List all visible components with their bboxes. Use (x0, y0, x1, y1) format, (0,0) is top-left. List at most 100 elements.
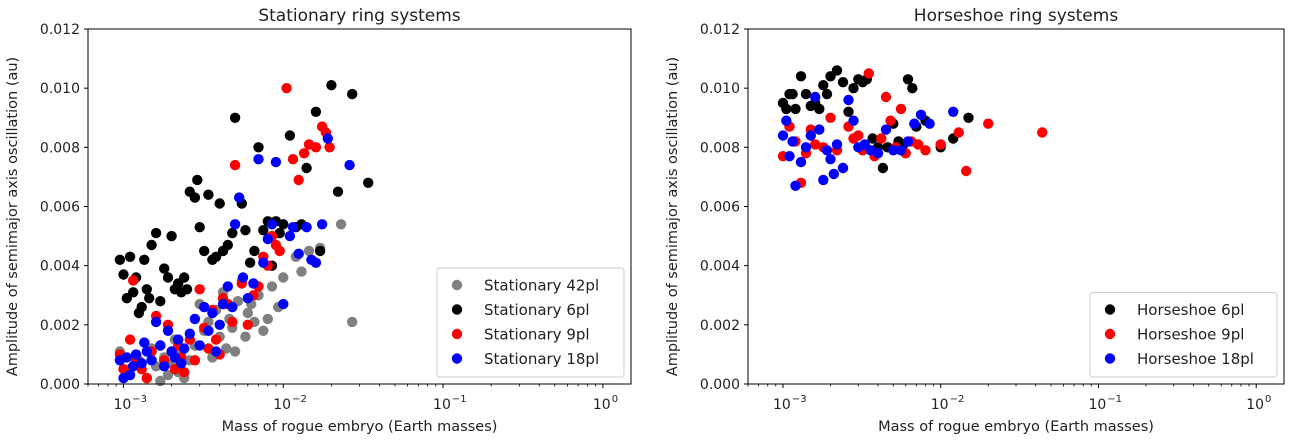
data-point (128, 361, 139, 372)
data-point (287, 154, 299, 165)
data-point (876, 133, 887, 144)
data-point (935, 139, 946, 150)
legend-marker (1104, 328, 1116, 340)
data-point (189, 313, 201, 325)
data-point (810, 91, 821, 103)
data-points (114, 80, 374, 387)
data-point (121, 352, 132, 363)
data-point (825, 112, 836, 124)
data-point (128, 275, 139, 286)
data-point (784, 151, 795, 162)
x-tick-base: 10 (931, 397, 949, 413)
data-point (184, 328, 195, 339)
x-axis-label: Mass of rogue embryo (Earth masses) (222, 419, 498, 435)
y-axis: 0.000 0.002 0.004 0.006 0.008 0.010 0.012 (40, 22, 88, 393)
data-point (777, 130, 789, 141)
data-point (363, 177, 374, 188)
data-point (888, 145, 899, 156)
data-point (284, 130, 296, 141)
data-point (347, 88, 358, 100)
data-point (150, 316, 162, 328)
x-tick-exponent: −1 (452, 394, 467, 405)
data-point (948, 106, 959, 118)
data-point (848, 83, 859, 94)
x-tick-label: 10−3 (773, 394, 807, 413)
data-point (203, 325, 214, 336)
data-point (821, 145, 833, 156)
data-point (961, 165, 972, 177)
data-point (181, 284, 193, 295)
data-point (843, 106, 854, 118)
x-tick-exponent: −2 (292, 394, 307, 405)
data-point (118, 269, 129, 280)
data-point (293, 174, 304, 186)
data-point (258, 257, 269, 268)
data-point (159, 263, 170, 274)
x-minor-ticks (87, 384, 596, 387)
y-tick-label: 0.008 (40, 140, 80, 156)
legend-label: Stationary 9pl (484, 326, 590, 344)
series-4 (114, 133, 355, 384)
data-point (242, 293, 253, 304)
data-point (258, 225, 269, 236)
y-tick-label: 0.012 (40, 22, 80, 38)
y-tick-label: 0.000 (700, 377, 740, 393)
data-point (229, 112, 241, 124)
y-axis: 0.000 0.002 0.004 0.006 0.008 0.010 0.012 (700, 22, 748, 393)
x-tick-base: 10 (113, 397, 131, 413)
data-point (266, 219, 278, 230)
legend-marker (451, 304, 463, 315)
data-point (194, 284, 205, 295)
data-point (173, 334, 184, 345)
data-point (915, 109, 927, 121)
data-point (818, 174, 829, 186)
data-point (189, 192, 201, 203)
legend-marker (451, 353, 463, 364)
data-point (902, 74, 914, 85)
y-tick-label: 0.002 (40, 318, 80, 334)
y-tick-label: 0.012 (700, 22, 740, 38)
data-point (837, 77, 849, 88)
data-point (1037, 127, 1048, 138)
data-point (347, 316, 358, 328)
data-point (270, 156, 282, 168)
data-point (266, 281, 278, 292)
y-tick-label: 0.010 (700, 81, 740, 97)
data-point (326, 80, 337, 91)
chart-title: Horseshoe ring systems (914, 6, 1119, 26)
data-point (324, 142, 335, 153)
data-point (229, 219, 241, 230)
data-point (831, 139, 843, 150)
data-point (902, 136, 914, 147)
x-tick-base: 10 (1088, 397, 1106, 413)
data-point (194, 340, 205, 351)
legend-box (1089, 292, 1278, 378)
data-point (242, 319, 253, 330)
data-point (831, 65, 843, 76)
series-3 (114, 83, 335, 384)
data-point (843, 94, 854, 106)
data-point (189, 355, 201, 366)
data-point (207, 307, 218, 319)
data-point (199, 245, 210, 257)
data-point (229, 159, 241, 171)
legend-label: Stationary 6pl (484, 301, 590, 319)
data-point (924, 118, 935, 129)
data-point (287, 222, 299, 233)
data-point (963, 112, 974, 124)
data-point (825, 154, 836, 165)
x-tick-base: 10 (1246, 397, 1264, 413)
data-point (790, 103, 801, 115)
data-point (179, 272, 190, 283)
legend-marker (451, 279, 463, 291)
data-point (262, 313, 273, 325)
data-point (136, 301, 147, 313)
data-point (141, 284, 152, 295)
data-point (162, 325, 174, 336)
data-point (913, 139, 924, 150)
data-point (332, 186, 344, 197)
data-point (253, 154, 264, 165)
data-point (139, 254, 150, 265)
data-point (124, 369, 136, 381)
data-point (199, 301, 210, 313)
